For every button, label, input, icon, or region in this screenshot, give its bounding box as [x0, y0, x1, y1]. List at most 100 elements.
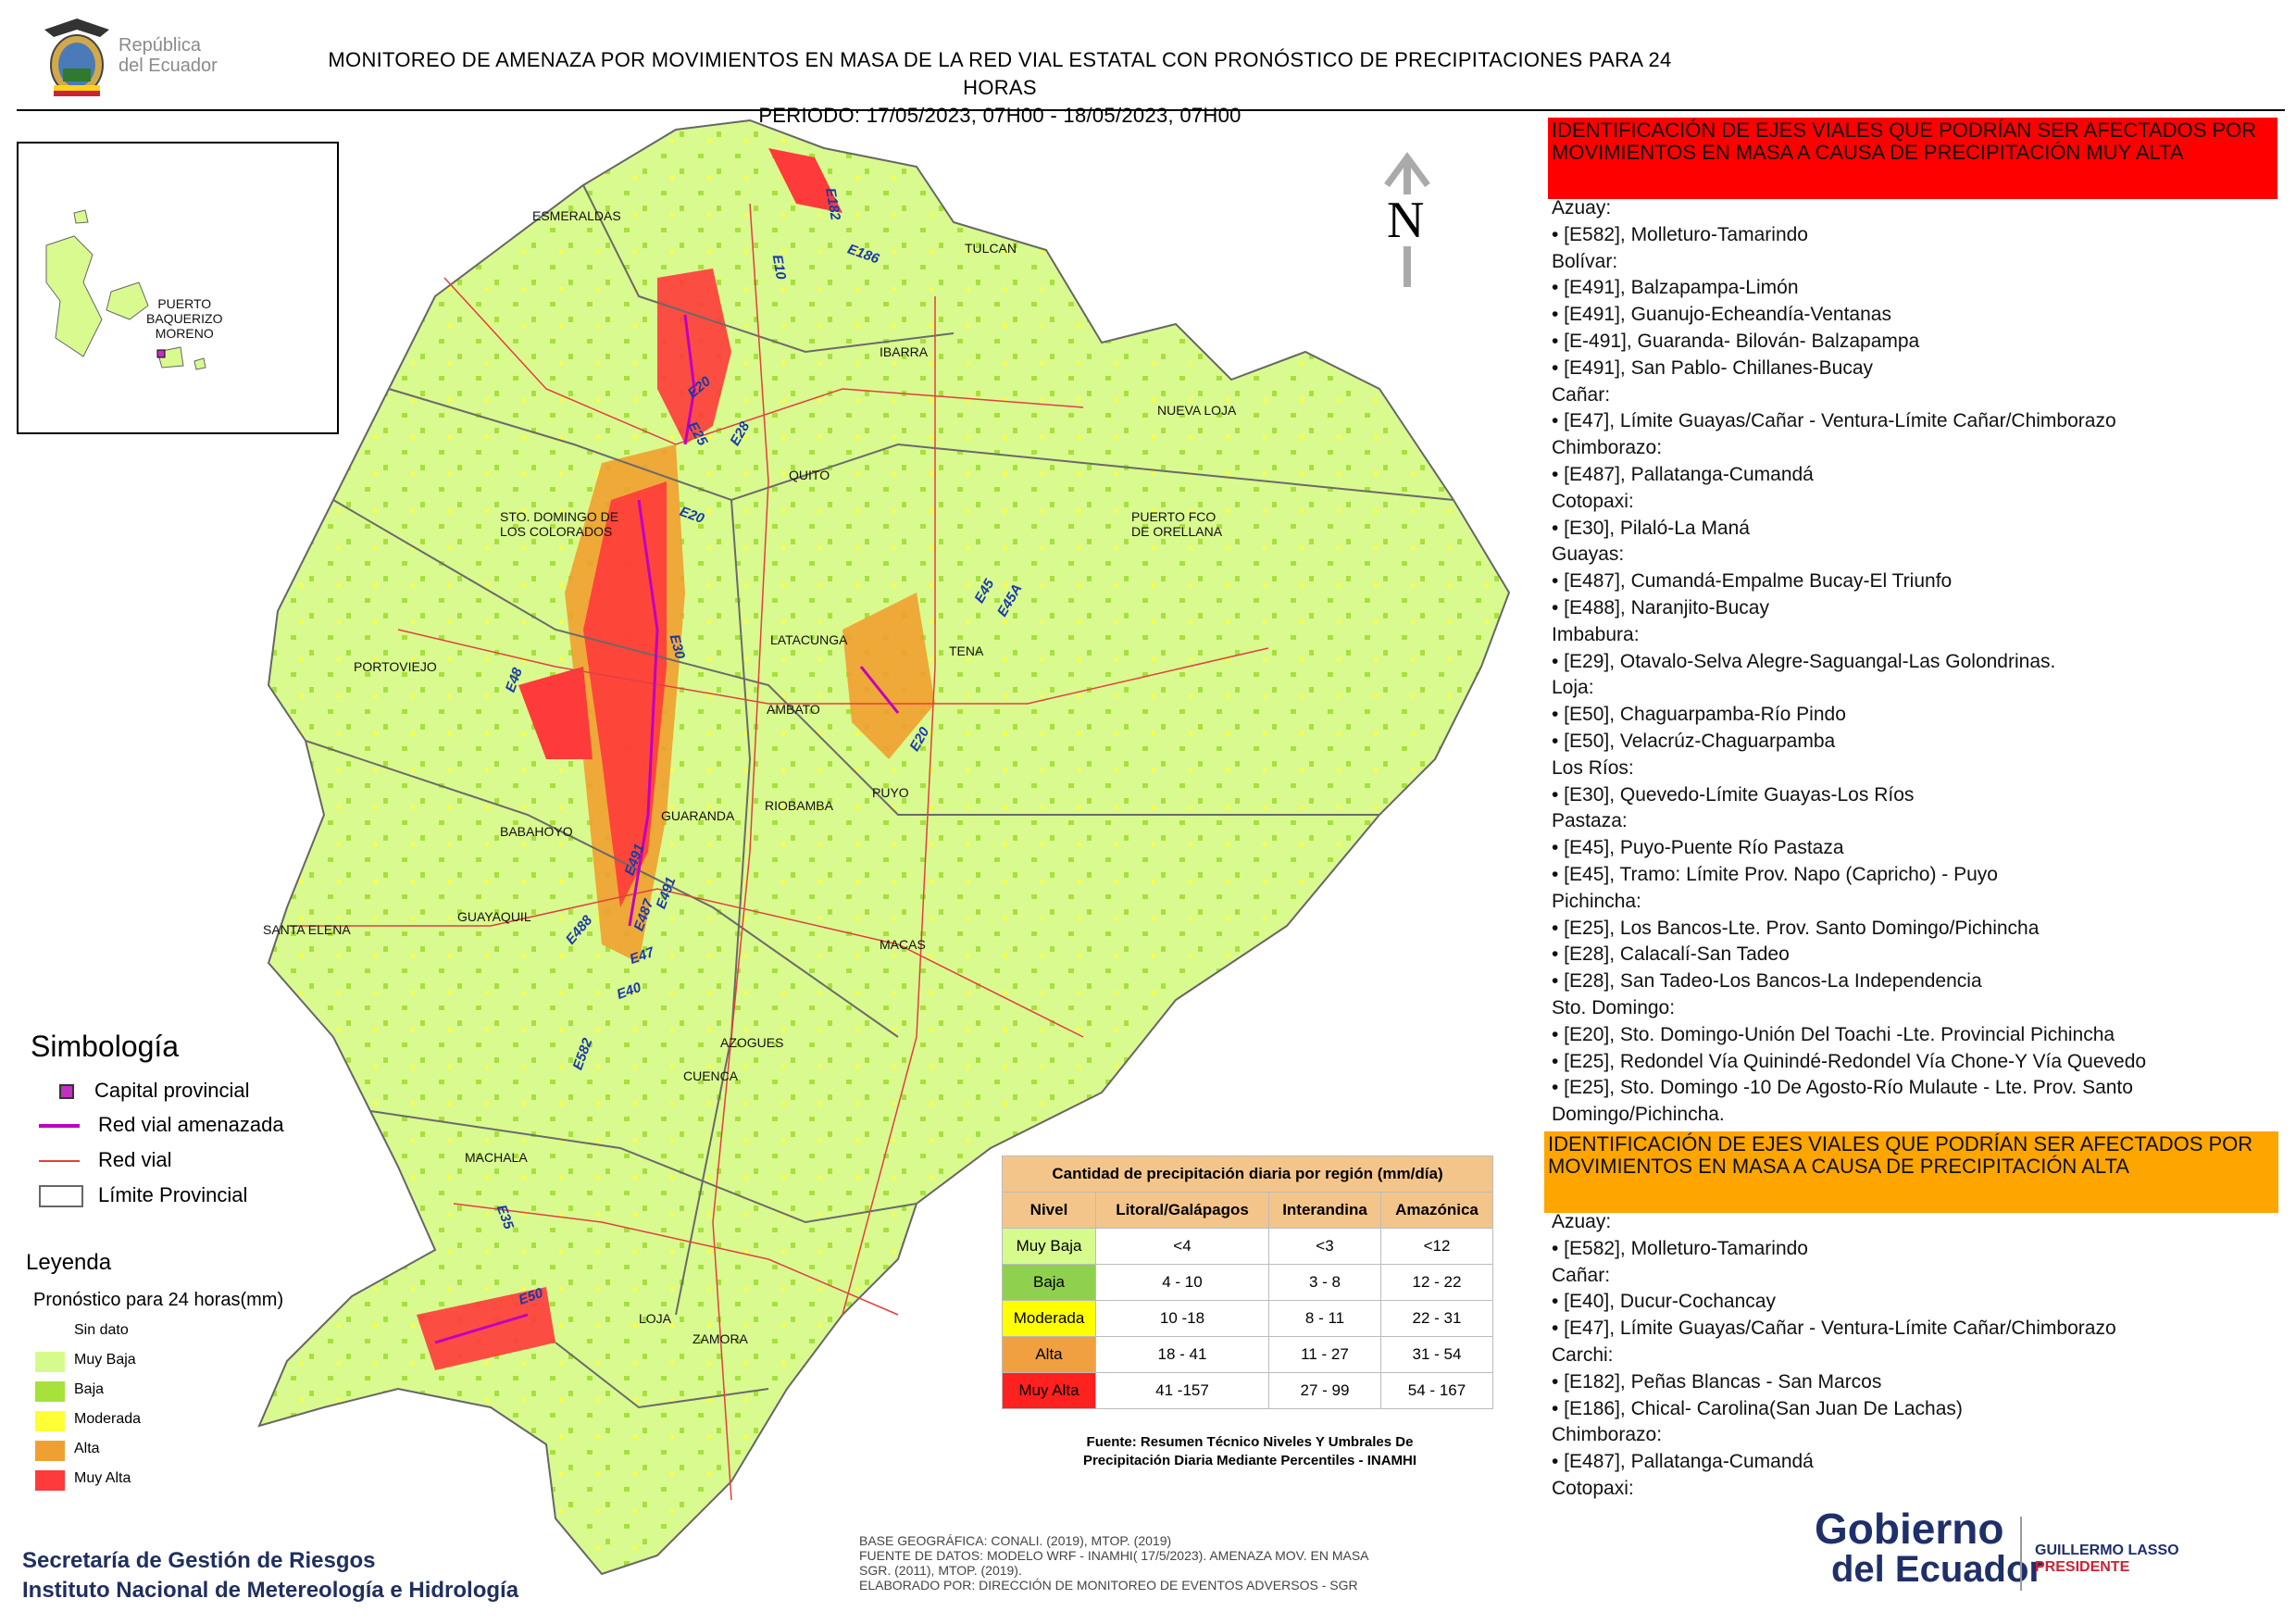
list-item: • [E50], Velacrúz-Chaguarpamba	[1552, 730, 1836, 752]
litoral-cell: 10 -18	[1095, 1300, 1269, 1337]
list-item: Pichincha:	[1552, 890, 1641, 912]
list-item: • [E186], Chical- Carolina(San Juan De L…	[1552, 1397, 1963, 1419]
republic-line1: República	[119, 35, 201, 56]
title-line2: PERIODO: 17/05/2023, 07H00 - 18/05/2023,…	[758, 104, 1242, 127]
list-item: • [E-491], Guaranda- Bilován- Balzapampa	[1552, 330, 1920, 352]
legend-red-vial: Red vial	[39, 1148, 171, 1172]
source-line1: Fuente: Resumen Técnico Niveles Y Umbral…	[1086, 1434, 1414, 1450]
list-item: • [E582], Molleturo-Tamarindo	[1552, 1237, 1808, 1259]
credits-line2: Instituto Nacional de Metereología e Hid…	[22, 1578, 519, 1603]
city-label-puerto-baquerizo-moreno: PUERTO BAQUERIZO MORENO	[146, 296, 223, 341]
legend-label: Red vial	[98, 1148, 172, 1171]
swatch-muy-baja	[35, 1352, 65, 1372]
map-title: MONITOREO DE AMENAZA POR MOVIMIENTOS EN …	[306, 46, 1694, 130]
city-label-latacunga: LATACUNGA	[770, 632, 848, 647]
list-item: Chimborazo:	[1552, 437, 1663, 459]
city-label-macas: MACAS	[880, 937, 926, 952]
city-label-puerto-fco-orellana: PUERTO FCO DE ORELLANA	[1131, 509, 1223, 539]
city-label-loja: LOJA	[639, 1311, 672, 1326]
nivel-cell: Baja	[1002, 1264, 1096, 1301]
list-item: • [E28], San Tadeo-Los Bancos-La Indepen…	[1552, 970, 1982, 993]
list-alta: Azuay: • [E582], Molleturo-Tamarindo Cañar…	[1552, 1209, 2292, 1503]
city-label-tena: TENA	[949, 643, 984, 658]
leyenda-label-muy-alta: Muy Alta	[74, 1470, 131, 1486]
city-label-babahoyo: BABAHOYO	[500, 824, 573, 839]
list-item: • [E40], Ducur-Cochancay	[1552, 1291, 1776, 1313]
list-item: • [E25], Sto. Domingo -10 De Agosto-Río …	[1552, 1077, 2133, 1099]
list-item: Chimborazo:	[1552, 1424, 1663, 1446]
legend-red-vial-amenazada: Red vial amenazada	[39, 1113, 284, 1137]
litoral-cell: <4	[1095, 1228, 1269, 1265]
ecuador-landmass	[257, 119, 1511, 1576]
table-row: Muy Baja <4 <3 <12	[1002, 1228, 1493, 1265]
threatened-road-line-icon	[39, 1124, 80, 1129]
leyenda-label-alta: Alta	[74, 1441, 100, 1456]
base-info: BASE GEOGRÁFICA: CONALI. (2019), MTOP. (…	[859, 1533, 1369, 1593]
republica-ecuador-wordmark: República del Ecuador	[119, 35, 218, 76]
banner-muy-alta: IDENTIFICACIÓN DE EJES VIALES QUE PODRÍA…	[1548, 118, 2277, 199]
list-item: • [E182], Peñas Blancas - San Marcos	[1552, 1370, 1882, 1393]
republic-line2: del Ecuador	[119, 56, 218, 76]
simbologia-title: Simbología	[31, 1030, 180, 1063]
col-header-interandina: Interandina	[1268, 1192, 1381, 1229]
amazonica-cell: 31 - 54	[1380, 1336, 1493, 1373]
list-item: • [E29], Otavalo-Selva Alegre-Saguangal-…	[1552, 650, 2056, 672]
amazonica-cell: <12	[1380, 1228, 1493, 1265]
leyenda-label-sin-dato: Sin dato	[74, 1322, 129, 1338]
list-item: • [E50], Chaguarpamba-Río Pindo	[1552, 704, 1846, 726]
city-label-riobamba: RIOBAMBA	[765, 798, 833, 813]
city-label-guayaquil: GUAYAQUIL	[457, 909, 531, 924]
city-label-ibarra: IBARRA	[880, 344, 929, 359]
city-label-machala: MACHALA	[465, 1150, 528, 1165]
list-item: Loja:	[1552, 677, 1594, 699]
list-item: Guayas:	[1552, 543, 1625, 566]
list-item: Los Ríos:	[1552, 756, 1634, 779]
list-item: • [E30], Quevedo-Límite Guayas-Los Ríos	[1552, 783, 1915, 806]
list-muy-alta: Azuay: • [E582], Molleturo-Tamarindo Bolív…	[1552, 195, 2292, 1129]
city-label-quito: QUITO	[789, 468, 830, 482]
legend-label: Red vial amenazada	[98, 1113, 284, 1136]
banner-alta: IDENTIFICACIÓN DE EJES VIALES QUE PODRÍA…	[1544, 1131, 2278, 1213]
city-label-santa-elena: SANTA ELENA	[263, 922, 351, 937]
gobierno-wordmark-line2: del Ecuador	[1831, 1549, 2043, 1590]
logo-divider	[2020, 1517, 2022, 1591]
list-item: Azuay:	[1552, 197, 1612, 219]
city-label-cuenca: CUENCA	[683, 1068, 739, 1083]
muy-alta-zone-central	[583, 481, 667, 907]
source-line2: Precipitación Diaria Mediante Percentile…	[1082, 1453, 1417, 1468]
list-item: • [E487], Pallatanga-Cumandá	[1552, 463, 1814, 485]
swatch-alta	[35, 1441, 65, 1461]
list-item: Cotopaxi:	[1552, 490, 1634, 512]
city-label-azogues: AZOGUES	[720, 1035, 784, 1050]
list-item: • [E30], Pilaló-La Maná	[1552, 517, 1750, 539]
provincial-limits	[305, 184, 1454, 1409]
muy-alta-zone-west	[518, 667, 593, 759]
leyenda-label-baja: Baja	[74, 1381, 105, 1397]
litoral-cell: 4 - 10	[1095, 1264, 1269, 1301]
north-label: N	[1387, 192, 1425, 249]
legend-label: Capital provincial	[94, 1079, 250, 1102]
swatch-baja	[35, 1381, 65, 1402]
base-info-line1: BASE GEOGRÁFICA: CONALI. (2019), MTOP. (…	[859, 1533, 1172, 1548]
gobierno-wordmark-line1: Gobierno	[1815, 1505, 2004, 1553]
president-name: GUILLERMO LASSO	[2035, 1543, 2179, 1558]
list-item: • [E491], San Pablo- Chillanes-Bucay	[1552, 356, 1874, 379]
president-title: PRESIDENTE	[2035, 1559, 2130, 1575]
legend-label: Límite Provincial	[98, 1183, 248, 1206]
interandina-cell: 8 - 11	[1268, 1300, 1381, 1337]
col-header-nivel: Nivel	[1002, 1192, 1096, 1229]
table-row: Moderada 10 -18 8 - 11 22 - 31	[1002, 1300, 1493, 1337]
list-item: • [E25], Redondel Vía Quinindé-Redondel …	[1552, 1050, 2147, 1072]
list-item: • [E487], Cumandá-Empalme Bucay-El Triun…	[1552, 570, 1953, 593]
list-item: • [E45], Tramo: Límite Prov. Napo (Capri…	[1552, 863, 1998, 885]
leyenda-subtitle: Pronóstico para 24 horas(mm)	[33, 1290, 284, 1310]
list-item: • [E491], Balzapampa-Limón	[1552, 277, 1799, 299]
amazonica-cell: 54 - 167	[1380, 1372, 1493, 1409]
list-item: Pastaza:	[1552, 810, 1628, 832]
muy-alta-zone-north	[657, 269, 731, 444]
interandina-cell: 3 - 8	[1268, 1264, 1381, 1301]
swatch-muy-alta	[35, 1470, 65, 1491]
north-arrow: N	[1379, 148, 1435, 296]
list-item: Cañar:	[1552, 383, 1611, 406]
city-label-tulcan: TULCAN	[965, 241, 1017, 256]
